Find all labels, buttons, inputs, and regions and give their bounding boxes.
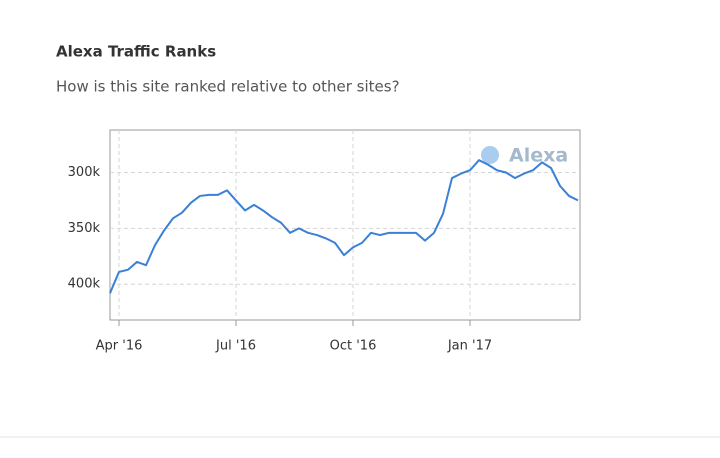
logo-circle (481, 146, 499, 164)
y-tick-label: 400k (68, 277, 101, 292)
y-tick-label: 300k (68, 165, 101, 180)
plot-area (109, 129, 581, 321)
y-tick-label: 350k (68, 221, 101, 236)
section-subtitle: How is this site ranked relative to othe… (56, 78, 400, 96)
x-tick-label: Oct '16 (330, 339, 377, 354)
x-tick-label: Apr '16 (96, 339, 143, 354)
data-line (109, 159, 579, 294)
watermark: Alexa (509, 145, 568, 167)
section-title: Alexa Traffic Ranks (56, 43, 216, 61)
x-tick-label: Jul '16 (215, 339, 256, 354)
x-tick-label: Jan '17 (447, 339, 492, 354)
watermark-logo: Alexa (481, 145, 568, 167)
